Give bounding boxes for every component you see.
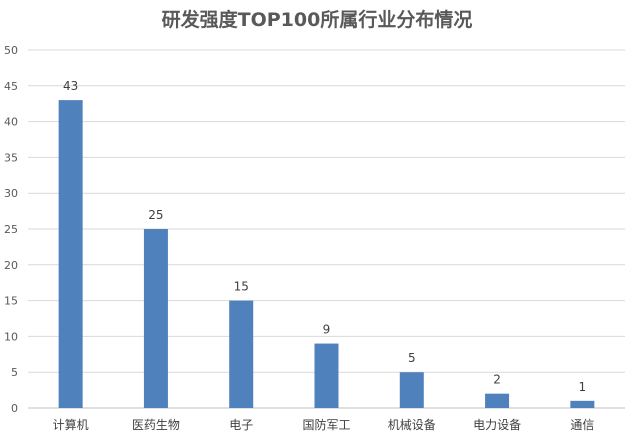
y-tick-label: 20 — [4, 259, 18, 272]
data-label: 43 — [63, 79, 78, 93]
data-label: 2 — [493, 373, 501, 387]
y-tick-label: 45 — [4, 80, 18, 93]
data-label: 25 — [148, 208, 163, 222]
y-tick-label: 25 — [4, 223, 18, 236]
bars: 43 25 15 9 5 2 1 — [58, 79, 595, 409]
x-category-label: 计算机 — [53, 417, 89, 432]
y-tick-label: 35 — [4, 151, 18, 164]
x-category-label: 医药生物 — [132, 418, 180, 432]
y-tick-label: 30 — [4, 187, 18, 200]
data-label: 1 — [579, 380, 587, 394]
x-category-label: 通信 — [570, 418, 594, 432]
data-label: 5 — [408, 351, 416, 365]
x-axis: 计算机 医药生物 电子 国防军工 机械设备 电力设备 通信 — [53, 417, 595, 432]
y-tick-label: 15 — [4, 295, 18, 308]
bar — [485, 393, 510, 408]
x-category-label: 国防军工 — [302, 417, 350, 432]
y-axis: 0 5 10 15 20 25 30 35 40 45 50 — [4, 44, 18, 415]
x-category-label: 机械设备 — [388, 417, 436, 432]
bar — [314, 343, 339, 408]
bar — [399, 372, 424, 408]
chart-title: 研发强度TOP100所属行业分布情况 — [162, 8, 473, 31]
data-label: 15 — [234, 280, 249, 294]
bar — [143, 229, 168, 408]
bar — [58, 100, 83, 409]
y-tick-label: 10 — [4, 330, 18, 343]
x-category-label: 电力设备 — [473, 418, 521, 432]
data-label: 9 — [323, 323, 331, 337]
y-tick-label: 40 — [4, 116, 18, 129]
y-tick-label: 50 — [4, 44, 18, 57]
gridlines — [28, 49, 625, 409]
bar — [570, 400, 595, 408]
bar — [229, 300, 254, 408]
x-category-label: 电子 — [229, 418, 253, 432]
y-tick-label: 5 — [11, 366, 18, 379]
y-tick-label: 0 — [11, 402, 18, 415]
